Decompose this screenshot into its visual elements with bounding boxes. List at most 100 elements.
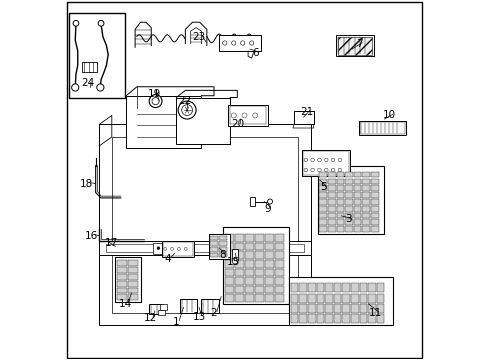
Bar <box>336 206 344 212</box>
Circle shape <box>232 258 238 264</box>
Bar <box>234 286 244 293</box>
Circle shape <box>267 199 272 204</box>
Bar <box>244 277 253 285</box>
Bar <box>345 199 352 205</box>
Bar <box>254 260 264 267</box>
Bar <box>327 185 335 191</box>
Circle shape <box>240 41 244 45</box>
Bar <box>342 315 349 323</box>
Circle shape <box>72 84 79 91</box>
Bar <box>99 241 310 255</box>
Bar <box>128 260 138 266</box>
Bar <box>319 213 326 219</box>
Bar <box>115 257 141 302</box>
Circle shape <box>310 158 314 162</box>
Bar <box>319 179 326 184</box>
Text: 15: 15 <box>226 257 240 267</box>
Circle shape <box>97 84 104 91</box>
Bar <box>224 251 233 259</box>
Bar <box>230 107 265 125</box>
Bar <box>360 122 404 134</box>
Text: 11: 11 <box>368 308 381 318</box>
Bar <box>327 226 335 232</box>
Bar <box>362 206 369 212</box>
Text: 9: 9 <box>264 204 270 214</box>
Bar <box>362 185 369 191</box>
Bar <box>303 150 348 175</box>
Bar <box>319 185 326 191</box>
Bar <box>99 125 310 325</box>
Text: 17: 17 <box>105 238 118 248</box>
Text: 7: 7 <box>355 39 362 49</box>
Text: 20: 20 <box>230 120 244 129</box>
Bar <box>69 13 125 98</box>
Bar <box>350 283 358 292</box>
Bar <box>362 220 369 225</box>
Bar <box>264 260 273 267</box>
Bar <box>160 305 167 310</box>
Circle shape <box>170 247 173 250</box>
Bar <box>370 213 378 219</box>
Bar <box>224 294 233 302</box>
Bar <box>333 315 341 323</box>
Bar <box>254 243 264 250</box>
Bar <box>274 260 284 267</box>
Bar <box>274 286 284 293</box>
Bar <box>301 149 349 176</box>
Circle shape <box>231 41 235 45</box>
Circle shape <box>330 158 334 162</box>
Text: 21: 21 <box>299 107 312 117</box>
Bar <box>234 243 244 250</box>
Bar <box>336 199 344 205</box>
Bar <box>335 35 373 56</box>
Bar <box>153 243 192 253</box>
Bar <box>128 288 138 293</box>
Bar <box>180 299 197 313</box>
Bar <box>244 251 253 259</box>
Bar <box>274 277 284 285</box>
Bar <box>274 251 284 259</box>
Bar <box>264 286 273 293</box>
Bar <box>336 192 344 198</box>
Bar <box>264 294 273 302</box>
Bar <box>254 294 264 302</box>
Bar <box>299 315 306 323</box>
Text: 23: 23 <box>192 32 205 41</box>
Bar <box>362 192 369 198</box>
Bar <box>362 213 369 219</box>
Bar <box>345 213 352 219</box>
Bar <box>274 269 284 276</box>
Circle shape <box>242 113 246 118</box>
Bar <box>376 304 384 313</box>
Bar <box>224 234 233 242</box>
Bar <box>290 283 298 292</box>
Bar <box>117 267 126 273</box>
Bar <box>370 206 378 212</box>
Circle shape <box>178 101 196 119</box>
Circle shape <box>163 247 166 250</box>
Bar <box>327 206 335 212</box>
Bar <box>353 179 361 184</box>
Bar <box>224 286 233 293</box>
Bar <box>353 172 361 177</box>
Bar <box>350 304 358 313</box>
Text: 13: 13 <box>192 312 205 322</box>
Bar <box>353 185 361 191</box>
Bar <box>299 294 306 303</box>
Text: 4: 4 <box>164 254 170 264</box>
Bar <box>126 96 201 148</box>
Bar <box>117 294 126 300</box>
Bar <box>128 274 138 280</box>
Circle shape <box>149 95 162 108</box>
Circle shape <box>222 41 226 45</box>
Bar <box>264 243 273 250</box>
Circle shape <box>231 113 236 118</box>
Bar <box>209 235 218 240</box>
Bar <box>228 105 267 126</box>
Text: 10: 10 <box>383 111 395 121</box>
Bar <box>345 226 352 232</box>
Text: 14: 14 <box>119 299 132 309</box>
Bar <box>367 294 375 303</box>
Text: 5: 5 <box>320 182 326 192</box>
Bar <box>337 37 371 55</box>
